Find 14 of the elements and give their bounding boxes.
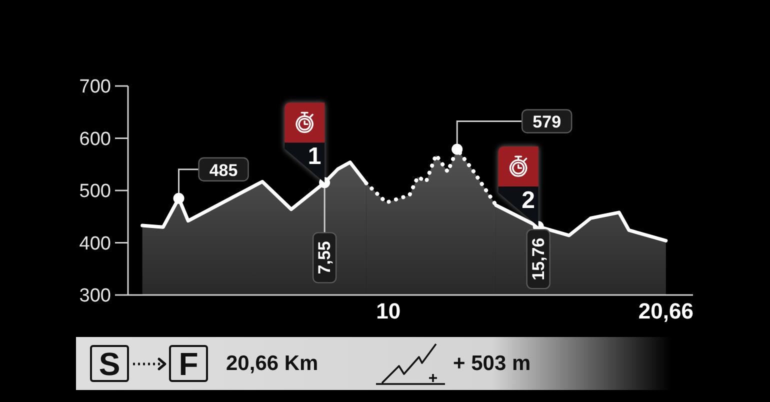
x-tick-label: 20,66 [638,298,694,324]
annotation: 579 [532,112,562,132]
y-tick-label: 500 [79,181,111,202]
annotation: 485 [209,160,238,180]
y-tick-label: 700 [79,76,111,98]
annotation: 2 [522,187,536,214]
x-tick-label: 10 [376,298,401,324]
summary-panel: S F 20,66 Km + 503 m [76,337,671,390]
annotation: 15,76 [528,238,548,280]
y-tick-label: 600 [79,128,111,150]
y-tick-label: 300 [79,286,111,307]
annotation: 7,55 [315,241,334,274]
y-tick-label: 400 [79,233,111,254]
annotation: 1 [308,143,322,170]
